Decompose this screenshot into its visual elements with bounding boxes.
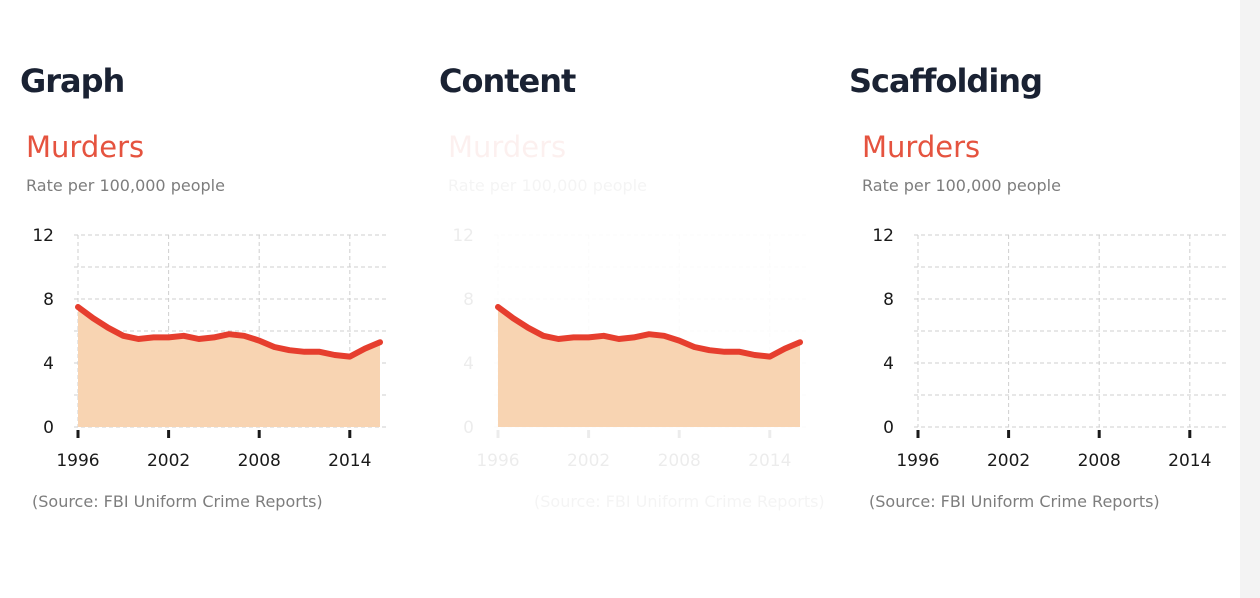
panel-scaffolding: Scaffolding Murders Rate per 100,000 peo…	[840, 0, 1250, 598]
panel-heading: Graph	[20, 62, 125, 100]
chart-subtitle: Rate per 100,000 people	[26, 176, 225, 195]
x-tick-label: 2008	[658, 451, 701, 471]
source-note: (Source: FBI Uniform Crime Reports)	[869, 492, 1160, 511]
series-line	[495, 304, 803, 360]
chart-title: Murders	[862, 130, 981, 164]
y-tick-label: 8	[43, 290, 54, 310]
x-tick-label: 2014	[748, 451, 791, 471]
y-tick-label: 0	[463, 418, 474, 438]
y-tick-label: 8	[883, 290, 894, 310]
x-tick-label: 2014	[328, 451, 371, 471]
chart-scaffolding: 0 4 8 12 1996 2002 2008 2014	[32, 226, 386, 471]
y-tick-label: 4	[883, 354, 894, 374]
y-tick-label: 4	[43, 354, 54, 374]
area-fill	[78, 307, 380, 427]
x-tick-label: 2002	[567, 451, 610, 471]
area-fill	[498, 307, 800, 427]
x-tick-label: 2008	[1078, 451, 1121, 471]
y-tick-label: 0	[883, 418, 894, 438]
panel-content: Content Murders Rate per 100,000 people …	[420, 0, 830, 598]
y-tick-label: 12	[452, 226, 474, 246]
window-edge-strip	[1240, 0, 1260, 598]
chart-series	[495, 304, 803, 427]
series-line	[75, 304, 383, 360]
x-tick-label: 2008	[238, 451, 281, 471]
chart-title: Murders	[448, 130, 567, 164]
x-tick-label: 1996	[896, 451, 939, 471]
chart-svg: 0 4 8 12 1996 2002 2008 2014	[32, 226, 386, 471]
x-tick-label: 2002	[147, 451, 190, 471]
panel-heading: Scaffolding	[849, 62, 1043, 100]
panel-graph: Graph Murders Rate per 100,000 people 0 4…	[0, 0, 410, 598]
y-tick-label: 12	[32, 226, 54, 246]
source-note: (Source: FBI Uniform Crime Reports)	[534, 492, 825, 511]
chart-subtitle: Rate per 100,000 people	[862, 176, 1061, 195]
y-tick-label: 4	[463, 354, 474, 374]
y-tick-label: 12	[872, 226, 894, 246]
chart-scaffolding: 0 4 8 12 1996 2002 2008 2014	[872, 226, 1226, 471]
chart-svg: 0 4 8 12 1996 2002 2008 2014	[452, 226, 806, 471]
x-tick-label: 1996	[56, 451, 99, 471]
chart-subtitle: Rate per 100,000 people	[448, 176, 647, 195]
source-note: (Source: FBI Uniform Crime Reports)	[32, 492, 323, 511]
y-tick-label: 8	[463, 290, 474, 310]
chart-title: Murders	[26, 130, 145, 164]
chart-series	[75, 304, 383, 427]
x-tick-label: 2002	[987, 451, 1030, 471]
panel-heading: Content	[439, 62, 576, 100]
x-tick-label: 2014	[1168, 451, 1211, 471]
x-tick-label: 1996	[476, 451, 519, 471]
chart-svg: 0 4 8 12 1996 2002 2008 2014	[872, 226, 1226, 471]
y-tick-label: 0	[43, 418, 54, 438]
